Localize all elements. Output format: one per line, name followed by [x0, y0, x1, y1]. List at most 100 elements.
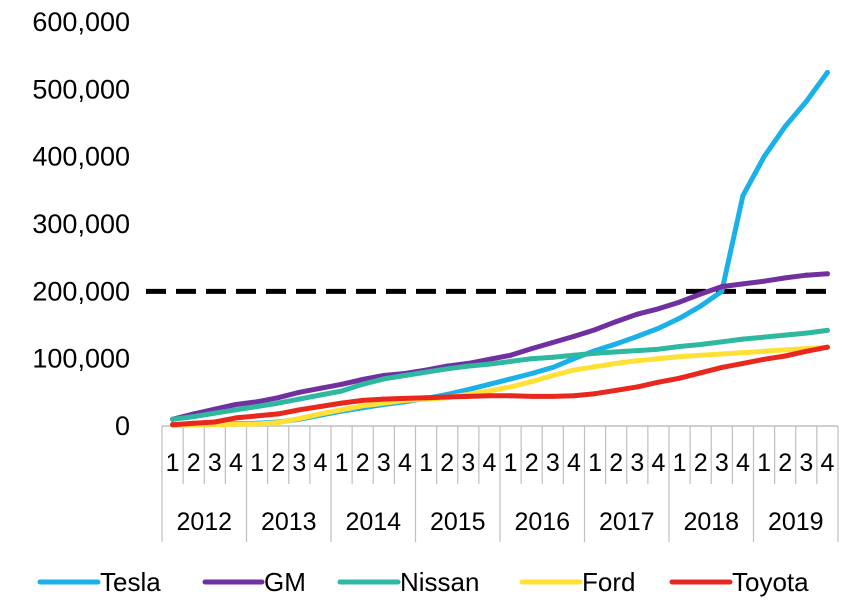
data-point-nissan	[592, 350, 598, 356]
data-point-nissan	[191, 414, 197, 420]
y-tick-label: 600,000	[32, 7, 130, 37]
x-tick-label-quarter: 4	[313, 449, 327, 477]
data-point-toyota	[444, 394, 450, 400]
data-point-tesla	[655, 325, 661, 331]
data-point-ford	[592, 364, 598, 370]
data-point-gm	[655, 306, 661, 312]
data-point-ford	[529, 379, 535, 385]
data-point-nissan	[486, 361, 492, 367]
data-point-tesla	[698, 303, 704, 309]
y-tick-label: 500,000	[32, 74, 130, 104]
data-point-nissan	[275, 400, 281, 406]
data-point-ford	[339, 407, 345, 413]
x-tick-label-quarter: 1	[419, 449, 433, 477]
data-point-nissan	[613, 349, 619, 355]
data-point-gm	[254, 399, 260, 405]
x-tick-label-quarter: 4	[736, 449, 750, 477]
data-point-toyota	[824, 344, 830, 350]
data-point-ford	[254, 421, 260, 427]
data-point-toyota	[191, 420, 197, 426]
data-point-nissan	[444, 366, 450, 372]
x-tick-label-quarter: 1	[335, 449, 349, 477]
series-line-gm	[170, 271, 830, 422]
x-tick-label-quarter: 2	[356, 449, 370, 477]
data-point-nissan	[550, 354, 556, 360]
x-tick-label-year: 2016	[514, 508, 570, 536]
data-point-ford	[486, 388, 492, 394]
y-tick-label: 100,000	[32, 344, 130, 374]
legend-label: GM	[264, 567, 306, 597]
data-point-tesla	[465, 387, 471, 393]
data-point-tesla	[508, 376, 514, 382]
data-point-toyota	[233, 415, 239, 421]
x-tick-label-year: 2012	[176, 508, 232, 536]
data-point-nissan	[740, 336, 746, 342]
data-point-toyota	[339, 400, 345, 406]
data-point-gm	[592, 327, 598, 333]
data-point-ford	[613, 360, 619, 366]
x-tick-label-quarter: 2	[525, 449, 539, 477]
x-tick-label-quarter: 1	[588, 449, 602, 477]
legend-item-ford: Ford	[519, 567, 635, 597]
data-point-nissan	[465, 363, 471, 369]
data-point-nissan	[339, 388, 345, 394]
data-point-nissan	[803, 330, 809, 336]
data-point-ford	[719, 351, 725, 357]
data-point-toyota	[698, 370, 704, 376]
data-point-toyota	[275, 411, 281, 417]
data-point-ford	[233, 421, 239, 427]
data-point-nissan	[360, 381, 366, 387]
data-point-ford	[655, 356, 661, 362]
x-tick-label-quarter: 4	[820, 449, 834, 477]
data-point-tesla	[719, 288, 725, 294]
data-point-toyota	[782, 353, 788, 359]
data-point-toyota	[529, 393, 535, 399]
data-point-toyota	[740, 360, 746, 366]
series-tesla	[170, 70, 830, 428]
x-tick-label-quarter: 4	[567, 449, 581, 477]
data-point-nissan	[423, 369, 429, 375]
x-tick-label-year: 2018	[683, 508, 739, 536]
x-tick-label-quarter: 3	[377, 449, 391, 477]
data-point-nissan	[296, 396, 302, 402]
data-point-toyota	[613, 387, 619, 393]
x-tick-label-quarter: 2	[440, 449, 454, 477]
data-point-gm	[339, 381, 345, 387]
data-point-gm	[803, 272, 809, 278]
data-point-ford	[571, 367, 577, 373]
data-point-toyota	[655, 379, 661, 385]
data-point-toyota	[571, 393, 577, 399]
data-point-nissan	[655, 346, 661, 352]
data-point-gm	[698, 291, 704, 297]
x-tick-label-quarter: 2	[694, 449, 708, 477]
data-point-ford	[698, 352, 704, 358]
data-point-ford	[317, 411, 323, 417]
data-point-toyota	[296, 407, 302, 413]
data-point-ford	[275, 420, 281, 426]
x-tick-label-year: 2014	[345, 508, 401, 536]
data-point-nissan	[212, 410, 218, 416]
data-point-ford	[360, 403, 366, 409]
data-point-gm	[571, 333, 577, 339]
axis-layer: 0 100,000 200,000 300,000 400,000 500,000 600,…	[32, 7, 839, 542]
data-point-gm	[529, 346, 535, 352]
data-point-nissan	[402, 373, 408, 378]
data-point-ford	[677, 354, 683, 360]
data-point-nissan	[170, 416, 176, 422]
legend: Tesla GM Nissan Ford Toyota	[37, 567, 809, 597]
x-tick-label-quarter: 1	[673, 449, 687, 477]
data-point-gm	[824, 271, 830, 277]
x-tick-label-year: 2015	[430, 508, 486, 536]
data-point-nissan	[698, 342, 704, 348]
x-tick-label-quarter: 3	[715, 449, 729, 477]
data-point-toyota	[719, 364, 725, 370]
data-point-gm	[550, 340, 556, 346]
x-tick-label-quarter: 3	[292, 449, 306, 477]
legend-label: Tesla	[100, 567, 161, 597]
series-line-ford	[170, 344, 830, 428]
data-point-ford	[761, 348, 767, 354]
data-point-tesla	[613, 341, 619, 347]
data-point-gm	[296, 389, 302, 395]
series-line-nissan	[170, 327, 830, 422]
